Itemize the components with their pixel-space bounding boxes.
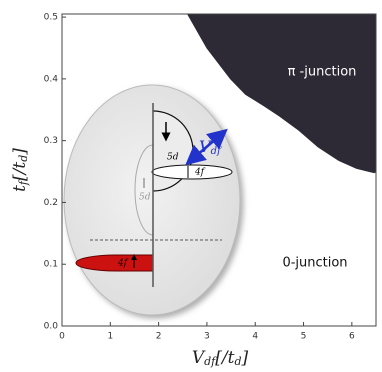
y-tick-label: 0.1 — [44, 260, 58, 270]
inset-label: 4f — [117, 259, 129, 269]
pi-region — [187, 14, 376, 173]
y-tick-label: 0.2 — [44, 198, 58, 208]
coupling-arrow — [185, 128, 228, 166]
y-label-main: t — [10, 185, 30, 192]
coupling-label: Vdf — [199, 137, 223, 157]
x-label-main: V — [192, 348, 206, 368]
x-label-unit-sub: d — [234, 355, 241, 368]
y-label-unit-sub: d — [17, 155, 30, 162]
inset-label: 5d — [167, 153, 179, 163]
x-tick-label: 4 — [252, 332, 258, 342]
y-tick-label: 0.4 — [44, 74, 59, 84]
coupling-main: V — [199, 137, 212, 156]
x-tick-label: 6 — [349, 332, 355, 342]
y-label-sub: f — [17, 179, 30, 186]
x-tick-label: 2 — [156, 332, 162, 342]
plot — [187, 13, 376, 174]
y-tick-label: 0.3 — [44, 136, 58, 146]
frame — [61, 13, 377, 327]
5d-left-orbital — [134, 144, 154, 236]
inset-label: 4f — [194, 168, 206, 178]
x-axis-label: Vdf[/td] — [192, 348, 249, 369]
4f-upper-orbital — [151, 164, 233, 180]
pi-junction-label: π -junction — [288, 65, 357, 80]
y-axis-label: tf[/td] — [10, 148, 31, 192]
x-tick-label: 5 — [301, 332, 307, 342]
inset-label: 5d — [139, 193, 151, 203]
phase-boundary — [187, 13, 375, 174]
4f-lower-orbital — [75, 254, 154, 272]
x-tick-label: 1 — [107, 332, 113, 342]
y-tick-label: 0.0 — [44, 322, 59, 332]
y-label-end: ] — [10, 148, 30, 156]
coupling-sub: df — [211, 146, 223, 157]
y-label-unit: [/t — [10, 162, 30, 181]
y-tick-label: 0.5 — [44, 13, 58, 23]
x-label-sub: df — [204, 355, 217, 368]
x-label-end: ] — [241, 348, 249, 368]
inset: 5d 4f 5d 4f Vdf — [63, 84, 241, 316]
x-tick-label: 3 — [204, 332, 210, 342]
x-tick-label: 0 — [59, 332, 65, 342]
inset-disc — [63, 84, 241, 316]
zero-junction-label: 0-junction — [282, 256, 347, 271]
x-label-unit: [/t — [215, 348, 234, 368]
